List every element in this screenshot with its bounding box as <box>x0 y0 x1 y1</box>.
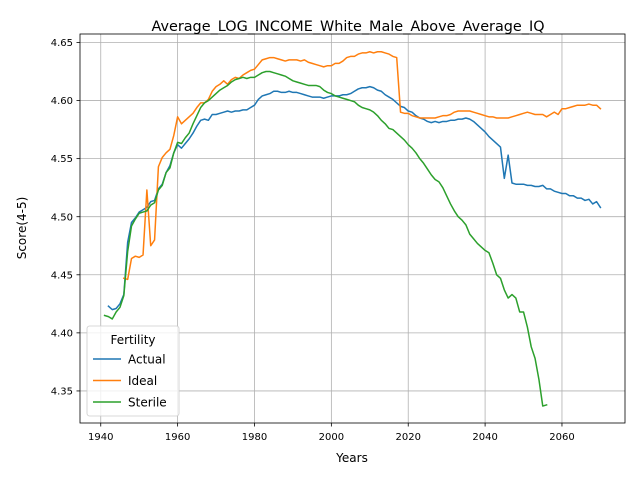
x-tick-label: 2000 <box>319 432 344 443</box>
y-tick-label: 4.45 <box>51 270 73 281</box>
y-tick-label: 4.55 <box>51 154 73 165</box>
x-tick-label: 2020 <box>396 432 421 443</box>
x-tick-label: 2060 <box>549 432 574 443</box>
y-tick-label: 4.65 <box>51 38 73 49</box>
legend-label-actual: Actual <box>128 352 166 366</box>
y-tick-label: 4.40 <box>51 328 73 339</box>
legend: Fertility Actual Ideal Sterile <box>87 326 179 416</box>
y-tick-label: 4.50 <box>51 212 73 223</box>
legend-title: Fertility <box>110 333 155 347</box>
y-tick-label: 4.60 <box>51 96 73 107</box>
x-tick-label: 1980 <box>242 432 267 443</box>
chart-title: Average_LOG_INCOME_White_Male_Above_Aver… <box>151 19 544 35</box>
y-tick-label: 4.35 <box>51 387 73 398</box>
legend-label-ideal: Ideal <box>128 374 157 388</box>
x-tick-label: 1960 <box>165 432 190 443</box>
legend-label-sterile: Sterile <box>128 395 167 409</box>
x-tick-label: 2040 <box>472 432 497 443</box>
y-axis-label: Score(4-5) <box>15 197 29 260</box>
x-tick-label: 1940 <box>88 432 113 443</box>
x-axis-label: Years <box>335 451 368 465</box>
